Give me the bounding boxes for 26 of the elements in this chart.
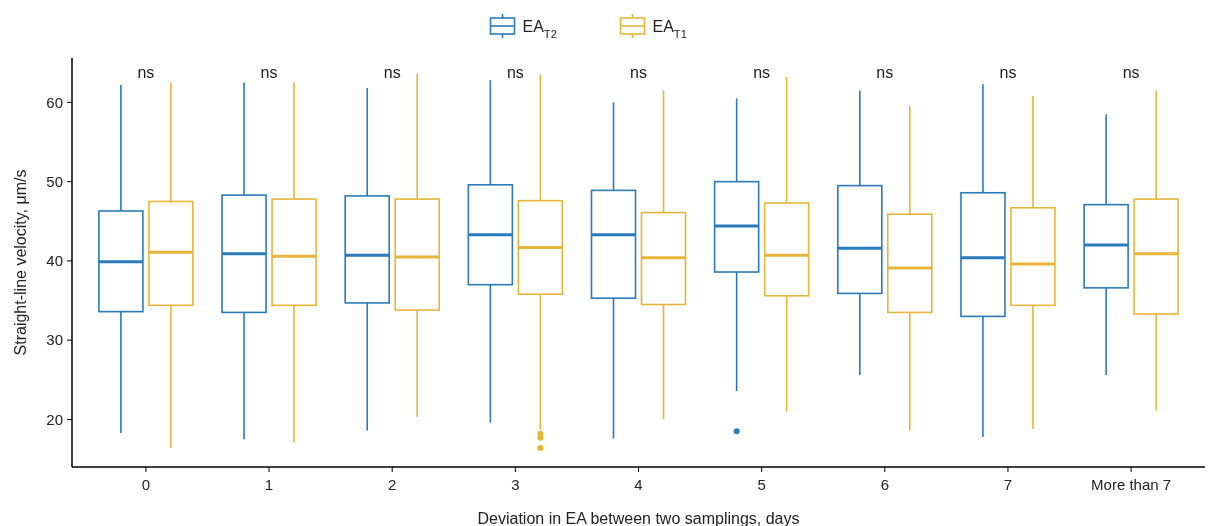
annotation: ns	[876, 64, 894, 81]
y-tick-label: 20	[46, 410, 63, 428]
x-tick-label: 2	[388, 476, 397, 493]
x-tick-label: 7	[1003, 476, 1013, 493]
x-tick-label: 5	[757, 476, 766, 493]
x-tick-label: 1	[264, 476, 274, 493]
x-tick-label: 0	[141, 476, 151, 493]
y-tick-label: 30	[46, 331, 63, 349]
annotation: ns	[383, 64, 401, 81]
annotation: ns	[260, 64, 278, 81]
x-tick-label: 4	[634, 476, 643, 493]
x-tick-label: 6	[880, 476, 889, 493]
x-tick-label: More than 7	[1091, 476, 1172, 493]
y-tick-label: 40	[46, 252, 63, 270]
legend-label: EA$_{T2}$	[522, 17, 557, 40]
annotation: ns	[506, 64, 524, 81]
annotation: ns	[137, 64, 155, 81]
x-tick-label: 3	[511, 476, 520, 493]
y-tick-label: 60	[46, 93, 63, 111]
annotation: ns	[999, 64, 1017, 81]
legend-label: EA$_{T1}$	[652, 17, 687, 40]
y-axis-title: Straight-line velocity, μm/s	[12, 169, 29, 356]
annotation: ns	[1122, 64, 1140, 81]
annotation: ns	[753, 64, 771, 81]
annotation: ns	[630, 64, 647, 81]
y-tick-label: 50	[46, 172, 63, 190]
